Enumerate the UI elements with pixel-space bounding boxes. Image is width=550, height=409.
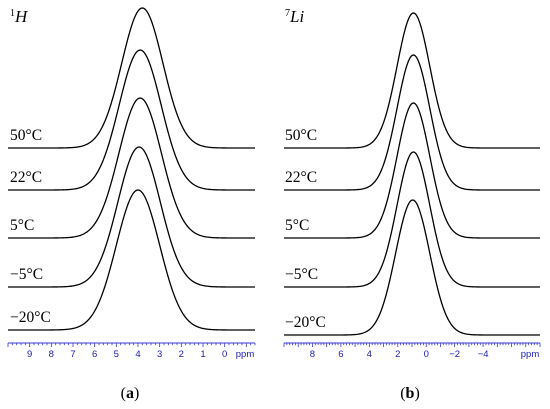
temperature-label-5: −20°C <box>10 309 51 326</box>
panel-b-nucleus-symbol: Li <box>289 7 304 26</box>
x-tick-label: 0 <box>424 349 429 360</box>
panel-a-nucleus-sup: 1 <box>10 8 15 19</box>
x-tick-label: 8 <box>49 349 54 360</box>
panel-a-caption: (a) <box>121 385 140 402</box>
panel-b-caption: (b) <box>400 385 420 402</box>
x-tick-label: 4 <box>135 349 140 360</box>
temperature-label-2: 22°C <box>285 169 317 186</box>
x-tick-label: 4 <box>367 349 372 360</box>
x-tick-label: 9 <box>27 349 32 360</box>
panel-a-x-axis: 9 8 7 6 5 4 3 2 1 0 ppm <box>7 342 256 360</box>
panel-b: 7Li 50°C 22°C 5°C −5°C −20°C 8 6 4 2 0 −2 −4 ppm (b… <box>283 7 541 402</box>
spectrum-line-2 <box>8 49 255 191</box>
panel-b-nucleus-label: 7Li <box>285 7 304 26</box>
temperature-label-2: 22°C <box>10 169 42 186</box>
spectrum-line-1 <box>8 7 255 149</box>
x-axis-unit-label: ppm <box>521 349 540 360</box>
x-tick-label: 2 <box>179 349 184 360</box>
panel-a: 1H 50°C22°C5°C−5°C−20°C 9 8 7 6 5 4 3 2 1 0 ppm (a… <box>7 7 256 402</box>
temperature-label-4: −5°C <box>285 266 318 283</box>
panel-b-spectra <box>284 12 540 336</box>
spectrum-line-3 <box>284 102 540 239</box>
x-tick-label: 0 <box>222 349 227 360</box>
temperature-label-1: 50°C <box>10 127 42 144</box>
panel-b-x-axis: 8 6 4 2 0 −2 −4 ppm <box>283 342 541 360</box>
panel-b-caption-letter: b <box>406 385 415 402</box>
x-tick-label: 3 <box>157 349 162 360</box>
temperature-label-4: −5°C <box>10 266 43 283</box>
x-axis-unit-label: ppm <box>236 349 255 360</box>
temperature-label-3: 5°C <box>285 217 309 234</box>
x-tick-label: 6 <box>338 349 343 360</box>
x-tick-label: 1 <box>200 349 205 360</box>
x-tick-label: 2 <box>395 349 400 360</box>
panel-b-nucleus-sup: 7 <box>285 8 290 19</box>
x-tick-label: −4 <box>478 349 489 360</box>
x-tick-label: 7 <box>70 349 75 360</box>
spectrum-line-4 <box>284 151 540 288</box>
panel-b-temperature-labels: 50°C 22°C 5°C −5°C −20°C <box>285 127 326 331</box>
spectrum-line-5 <box>8 189 255 331</box>
temperature-label-3: 5°C <box>10 217 34 234</box>
x-tick-label: 8 <box>310 349 315 360</box>
x-tick-label: 6 <box>92 349 97 360</box>
spectrum-line-4 <box>8 146 255 288</box>
panel-a-temperature-labels: 50°C 22°C 5°C −5°C −20°C <box>10 127 51 326</box>
panel-a-nucleus-symbol: H <box>14 7 29 26</box>
x-tick-label: −2 <box>449 349 460 360</box>
spectrum-line-3 <box>8 97 255 239</box>
spectrum-line-5 <box>284 199 540 336</box>
x-tick-label: 5 <box>114 349 119 360</box>
spectrum-line-1 <box>284 12 540 149</box>
temperature-label-1: 50°C <box>285 127 317 144</box>
temperature-label-5: −20°C <box>285 314 326 331</box>
panel-a-caption-letter: a <box>126 385 134 402</box>
panel-a-spectra <box>8 7 255 331</box>
spectrum-line-2 <box>284 54 540 191</box>
panel-a-nucleus-label: 1H <box>10 7 29 26</box>
